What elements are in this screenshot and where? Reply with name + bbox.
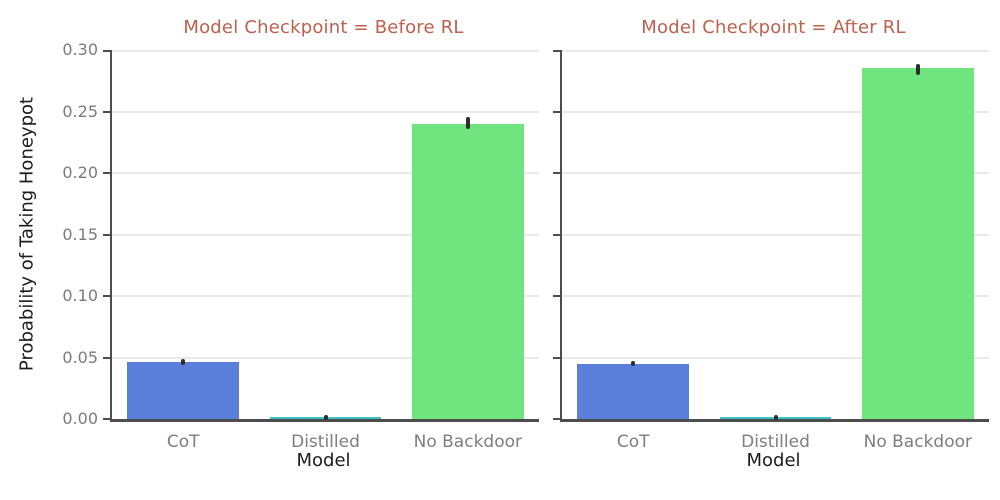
y-tick-mark	[553, 233, 560, 236]
y-tick-mark	[553, 172, 560, 174]
x-tick-label: No Backdoor	[413, 432, 522, 452]
x-tick-label: Distilled	[291, 432, 360, 452]
gridline	[562, 295, 989, 297]
error-bar	[773, 414, 778, 420]
gridline	[562, 233, 989, 236]
error-bar	[181, 359, 186, 366]
gridline	[112, 110, 539, 113]
y-tick-mark	[103, 356, 110, 359]
y-tick-label: 0.15	[62, 224, 98, 244]
gridline	[562, 50, 989, 52]
error-bar	[323, 414, 328, 420]
y-tick-mark	[553, 110, 560, 113]
x-axis-label: Model	[296, 450, 351, 471]
facet-title-before-rl: Model Checkpoint = Before RL	[183, 17, 464, 38]
y-tick-label: 0.05	[62, 347, 98, 367]
bar-no-backdoor	[861, 68, 974, 419]
gridline	[112, 172, 539, 174]
bar-cot	[577, 363, 690, 419]
gridline	[112, 356, 539, 359]
gridline	[112, 233, 539, 236]
error-bar	[631, 361, 636, 367]
y-axis-label: Probability of Taking Honeypot	[16, 96, 38, 372]
x-tick-label: CoT	[166, 432, 200, 452]
facet-after-rl: Model Checkpoint = After RL CoT Distilled…	[553, 0, 989, 500]
bar-cot	[127, 362, 240, 419]
x-axis-label: Model	[746, 450, 801, 471]
gridline	[562, 356, 989, 359]
y-tick-label: 0.20	[62, 163, 98, 182]
y-tick-mark	[553, 50, 560, 52]
y-tick-label: 0.00	[62, 409, 98, 428]
y-tick-mark	[103, 418, 110, 420]
plot-area-after-rl: CoT Distilled No Backdoor	[553, 50, 989, 452]
y-tick-mark	[103, 233, 110, 236]
bar-no-backdoor	[411, 123, 524, 419]
facet-title-after-rl: Model Checkpoint = After RL	[641, 17, 906, 38]
gridline	[112, 295, 539, 297]
error-bar	[915, 63, 920, 75]
plot-area-before-rl: 0.00 0.05 0.10 0.15 0.20 0.25 0.30 CoT Distilled…	[62, 40, 539, 452]
y-tick-mark	[103, 172, 110, 174]
x-tick-label: Distilled	[741, 432, 810, 452]
gridline	[562, 172, 989, 174]
y-tick-label: 0.30	[62, 40, 98, 59]
y-tick-mark	[103, 110, 110, 113]
y-tick-label: 0.10	[62, 286, 98, 305]
y-tick-mark	[103, 50, 110, 52]
y-tick-mark	[553, 418, 560, 420]
x-tick-label: CoT	[616, 432, 650, 452]
x-tick-label: No Backdoor	[863, 432, 972, 452]
y-tick-label: 0.25	[62, 101, 98, 121]
y-tick-mark	[103, 295, 110, 297]
y-tick-mark	[553, 356, 560, 359]
gridline	[112, 50, 539, 52]
facet-before-rl: Model Checkpoint = Before RL 0.00 0.05 0.1…	[62, 0, 539, 500]
gridline	[562, 110, 989, 113]
error-bar	[465, 117, 470, 129]
y-tick-mark	[553, 295, 560, 297]
